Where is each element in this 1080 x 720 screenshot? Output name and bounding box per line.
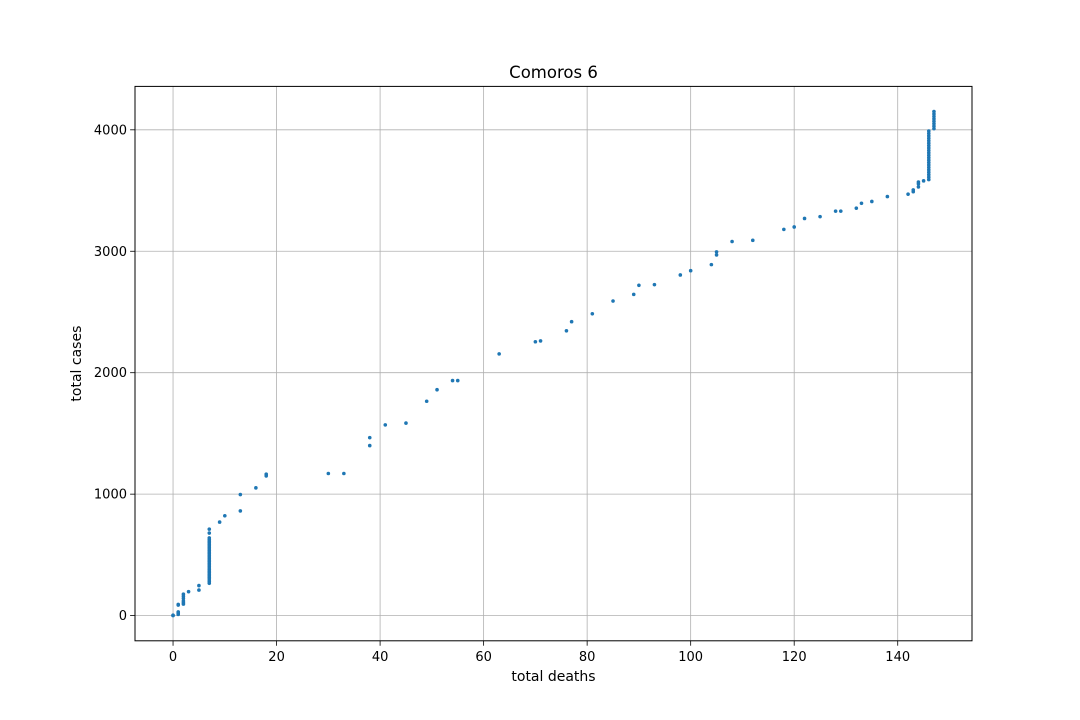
data-point xyxy=(906,192,910,196)
data-point xyxy=(367,435,372,440)
data-point xyxy=(838,209,843,213)
data-point xyxy=(207,531,212,535)
data-point xyxy=(207,536,212,540)
x-tick-label: 60 xyxy=(475,650,492,665)
data-point xyxy=(885,194,890,199)
data-point xyxy=(171,613,175,618)
chart-title: Comoros 6 xyxy=(509,63,598,82)
data-point xyxy=(870,199,874,204)
data-point xyxy=(714,253,719,257)
data-point xyxy=(176,602,181,607)
data-point xyxy=(792,225,796,229)
data-point xyxy=(424,399,429,404)
x-axis-label: total deaths xyxy=(511,669,595,685)
y-tick-label: 0 xyxy=(119,609,127,624)
data-point xyxy=(652,282,657,287)
y-tick-label: 2000 xyxy=(94,366,127,381)
data-point xyxy=(176,610,181,614)
data-point xyxy=(197,583,201,588)
data-point xyxy=(730,239,734,244)
data-point xyxy=(921,179,926,183)
data-point xyxy=(538,339,543,343)
data-point xyxy=(197,588,201,592)
data-point xyxy=(367,443,372,448)
data-point xyxy=(611,299,615,303)
data-point xyxy=(564,329,569,333)
data-point xyxy=(383,423,388,427)
y-axis-ticks: 0 1000 2000 3000 4000 xyxy=(94,123,135,624)
data-point xyxy=(223,513,227,518)
data-point xyxy=(782,227,786,232)
data-point xyxy=(404,421,408,425)
x-tick-label: 100 xyxy=(678,650,703,665)
y-tick-label: 4000 xyxy=(94,123,127,138)
data-points xyxy=(171,109,936,618)
x-tick-label: 40 xyxy=(372,650,389,665)
data-point xyxy=(264,472,269,476)
data-point xyxy=(342,471,346,476)
data-point xyxy=(688,268,693,273)
y-tick-label: 3000 xyxy=(94,245,127,260)
data-point xyxy=(859,201,864,206)
x-tick-label: 80 xyxy=(579,650,596,665)
data-point xyxy=(207,527,212,531)
data-point xyxy=(497,352,501,356)
data-point xyxy=(450,378,455,383)
y-tick-label: 1000 xyxy=(94,488,127,503)
data-point xyxy=(533,339,538,344)
data-point xyxy=(709,262,714,267)
data-point xyxy=(932,109,936,114)
data-point xyxy=(916,180,921,184)
data-point xyxy=(854,206,859,210)
data-point xyxy=(435,387,439,392)
data-point xyxy=(238,509,243,513)
grid-lines xyxy=(135,86,972,641)
data-point xyxy=(926,129,931,133)
data-point xyxy=(802,216,807,221)
data-point xyxy=(750,238,755,243)
x-axis-ticks: 0 20 40 60 80 100 120 140 xyxy=(169,640,910,665)
data-point xyxy=(916,185,921,189)
data-point xyxy=(254,486,258,490)
data-point xyxy=(833,209,838,213)
data-point xyxy=(590,312,595,316)
data-point xyxy=(637,283,641,288)
x-tick-label: 140 xyxy=(885,650,910,665)
plot-frame xyxy=(134,85,973,642)
data-point xyxy=(217,520,222,524)
data-point xyxy=(326,471,331,476)
data-point xyxy=(818,214,822,219)
x-tick-label: 120 xyxy=(782,650,807,665)
data-point xyxy=(569,319,574,324)
data-point xyxy=(181,592,186,597)
data-point xyxy=(714,250,719,254)
y-axis-label: total cases xyxy=(69,326,85,402)
data-point xyxy=(678,273,683,277)
x-tick-label: 20 xyxy=(268,650,285,665)
data-point xyxy=(455,378,460,383)
data-point xyxy=(181,599,186,603)
data-point xyxy=(631,292,636,297)
x-tick-label: 0 xyxy=(169,650,177,665)
data-point xyxy=(238,492,243,497)
data-point xyxy=(911,188,916,192)
data-point xyxy=(186,589,191,594)
